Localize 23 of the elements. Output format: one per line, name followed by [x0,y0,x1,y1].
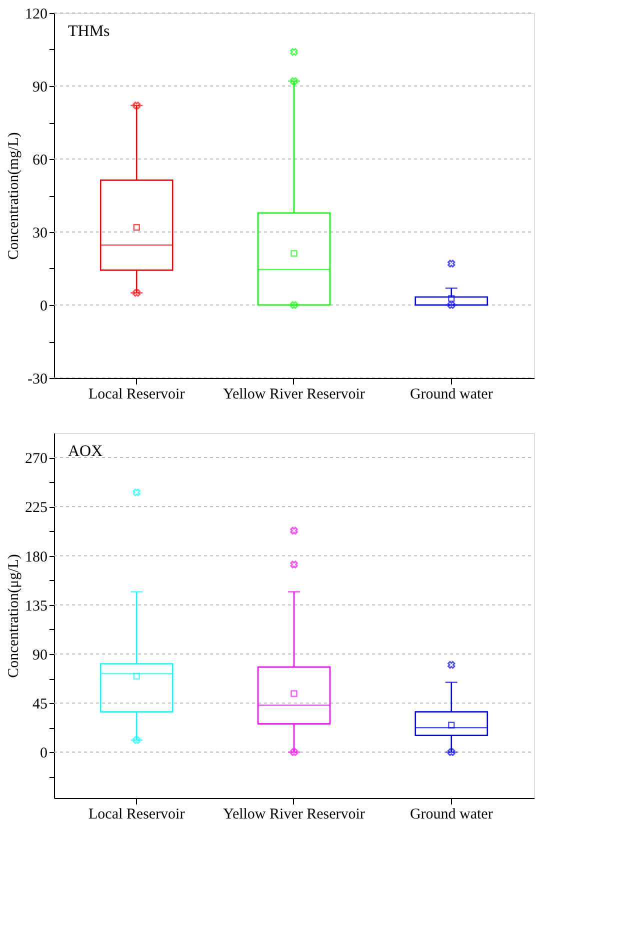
y-tick-label: 225 [25,500,48,516]
y-tick-label: 180 [25,549,48,566]
y-tick-label: 90 [32,647,48,664]
text: THMs [68,23,110,40]
y-tick-label: 90 [32,80,48,96]
x-tick-label: Local Reservoir [88,806,185,822]
y-tick-label: 120 [25,6,48,22]
x-tick-label: Local Reservoir [88,386,185,402]
x-tick-label: Ground water [410,806,493,822]
y-tick-label: 45 [32,696,48,713]
x-tick-label: Yellow River Reservoir [223,386,365,402]
y-tick-label: 135 [25,598,48,614]
y-tick-label: 0 [40,298,48,314]
x-tick-label: Yellow River Reservoir [223,806,365,822]
y-tick-label: 60 [32,152,48,168]
text: AOX [68,443,104,460]
y-tick-label: 0 [40,746,48,762]
y-tick-label: -30 [28,372,48,388]
x-tick-label: Ground water [410,386,493,402]
y-tick-label: 30 [32,226,48,242]
y-tick-label: 270 [25,451,48,468]
y-axis-title: Concentration(μg/L) [6,554,22,678]
y-axis-title: Concentration(mg/L) [6,132,22,260]
